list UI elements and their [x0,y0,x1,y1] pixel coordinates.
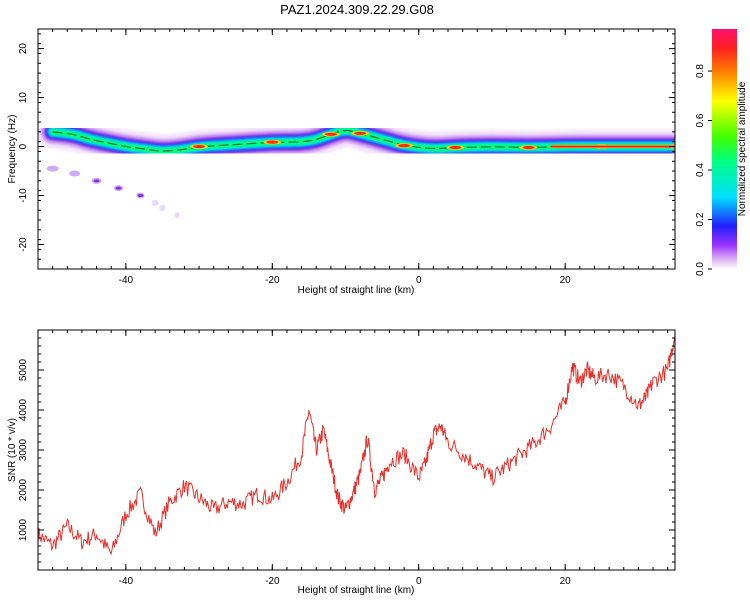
colorbar-label: Normalized spectral amplitude [737,81,748,216]
spectrogram-hotspot-red [449,145,462,150]
y-tick-label: -10 [18,188,29,203]
spectrogram-y-ticks: -20 -10 0 10 20 [18,33,675,270]
y-tick-label: 4000 [18,398,29,421]
colorbar-tick-label: 0.0 [695,262,706,276]
spectrogram-alias-blob [151,199,159,206]
snr-x-label: Height of straight line (km) [298,585,415,596]
x-tick-label: -40 [119,576,134,587]
snr-y-ticks: 1000 2000 3000 4000 5000 [18,329,675,571]
spectrogram-y-label: Frequency (Hz) [7,115,18,184]
spectrogram-alias-blob [159,204,166,211]
spectrogram-hotspot-red [324,132,337,136]
y-tick-label: 20 [18,43,29,55]
x-tick-label: 0 [416,576,422,587]
x-tick-label: 20 [560,275,572,286]
x-tick-label: -20 [265,275,280,286]
y-tick-label: 5000 [18,358,29,381]
figure-title: PAZ1.2024.309.22.29.G08 [280,2,434,17]
spectrogram-alias-blob [69,170,81,177]
spectrogram-frame [37,28,676,270]
spectrogram-alias-core [115,186,122,190]
x-tick-label: 0 [416,275,422,286]
spectrogram-alias-core [93,179,100,183]
snr-x-ticks: -40 -20 0 20 [37,330,669,587]
y-tick-label: 0 [18,143,29,149]
spectrogram-hotspot-red [354,131,367,135]
y-tick-label: 1000 [18,518,29,541]
spectrogram-hotspot-red [193,144,206,149]
y-tick-label: 3000 [18,438,29,461]
spectrogram-x-ticks: -40 -20 0 20 [37,29,669,286]
y-tick-label: 2000 [18,478,29,501]
colorbar-gradient [712,29,737,269]
snr-panel: -40 -20 0 20 1000 2000 3000 4000 5000 Height of… [7,329,676,596]
spectrogram-hotspot-red [522,145,535,150]
y-tick-label: -20 [18,237,29,252]
colorbar-tick-label: 0.6 [695,113,706,127]
colorbar: 0.0 0.2 0.4 0.6 0.8 Normalized spectral ampl… [695,29,748,276]
spectrogram-alias-blob [46,165,59,172]
spectrogram-image [38,113,675,219]
y-tick-label: 10 [18,92,29,104]
spectrogram-alias-core [137,194,144,198]
snr-y-label: SNR (10 * v/v) [7,418,18,482]
spectrogram-alias-blob [174,212,180,219]
spectrogram-panel: -40 -20 0 20 -20 -10 0 10 20 Height of straight… [7,28,676,296]
snr-frame [37,329,676,571]
x-tick-label: -20 [265,576,280,587]
spectrogram-ridge-outline [52,129,675,152]
colorbar-ticks: 0.0 0.2 0.4 0.6 0.8 [695,64,712,276]
x-tick-label: 20 [560,576,572,587]
colorbar-tick-label: 0.8 [695,64,706,78]
spectrogram-hotspot-red [398,143,411,148]
snr-series-line [38,333,675,556]
spectrogram-hotspot-red [266,140,279,144]
x-tick-label: -40 [119,275,134,286]
spectrogram-x-label: Height of straight line (km) [298,285,415,296]
colorbar-tick-label: 0.4 [695,163,706,177]
colorbar-tick-label: 0.2 [695,212,706,226]
